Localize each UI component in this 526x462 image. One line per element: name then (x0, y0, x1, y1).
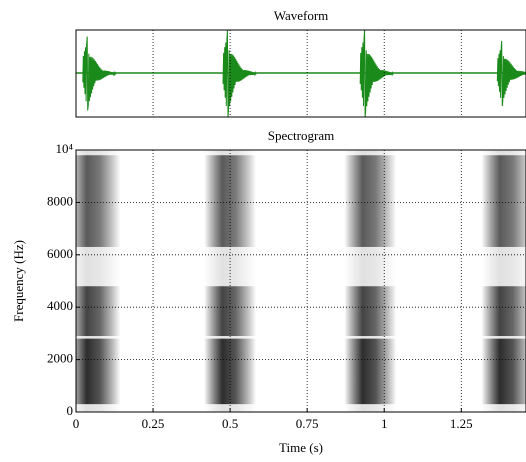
waveform-title: Waveform (274, 8, 329, 23)
waveform-burst (222, 30, 257, 117)
x-tick-label: 0.25 (142, 416, 165, 431)
spectral-energy (76, 286, 121, 337)
waveform-frame (75, 29, 526, 118)
waveform-burst (82, 36, 117, 111)
x-tick-label: 1.25 (450, 416, 473, 431)
y-axis-label: Frequency (Hz) (11, 240, 26, 322)
y-tick-label: 0 (67, 403, 74, 418)
y-tick-label: 10⁴ (55, 141, 73, 156)
spectral-energy (204, 286, 257, 337)
spectral-energy (76, 155, 121, 247)
x-tick-label: 0 (73, 416, 80, 431)
spectral-energy (481, 338, 526, 405)
y-tick-label: 4000 (47, 298, 73, 313)
spectral-energy (481, 286, 526, 337)
spectral-energy (481, 155, 526, 247)
waveform-burst (359, 30, 394, 117)
y-tick-label: 2000 (47, 351, 73, 366)
x-tick-label: 1 (381, 416, 388, 431)
spectrogram-frame (75, 149, 526, 413)
waveform-burst (496, 40, 526, 107)
spectrogram-title: Spectrogram (268, 128, 334, 143)
spectral-energy (344, 286, 397, 337)
spectrogram-plot (76, 150, 526, 412)
x-axis-label: Time (s) (279, 440, 323, 455)
axes: 0 0.25 0.5 0.75 1 1.25 0 2000 4000 6000 8000 10⁴ (47, 29, 526, 431)
spectral-energy (76, 338, 121, 405)
y-tick-label: 6000 (47, 246, 73, 261)
spectral-energy (344, 338, 397, 405)
waveform-plot (76, 30, 526, 117)
x-tick-label: 0.75 (296, 416, 319, 431)
spectral-energy (344, 155, 397, 247)
x-tick-label: 0.5 (222, 416, 238, 431)
y-tick-label: 8000 (47, 193, 73, 208)
